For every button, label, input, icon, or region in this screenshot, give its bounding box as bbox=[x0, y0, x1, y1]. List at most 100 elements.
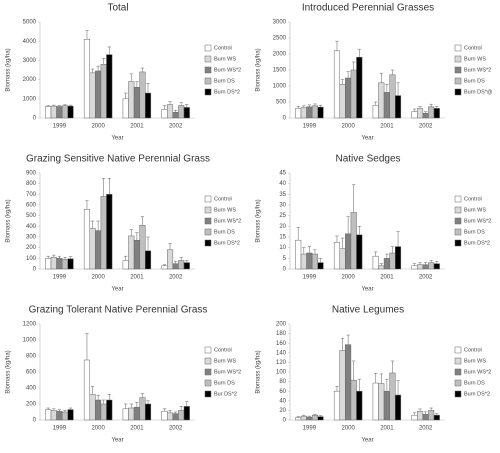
y-tick-label: 1000 bbox=[23, 96, 37, 102]
x-tick-label: 1999 bbox=[53, 426, 67, 432]
bar bbox=[389, 372, 396, 421]
bar bbox=[345, 344, 352, 421]
legend-label: Burn WS*2 bbox=[214, 218, 241, 224]
y-tick-label: 800 bbox=[26, 181, 37, 187]
legend-label: Burn DS bbox=[464, 380, 485, 386]
chart-panel: Native Sedges 0 5 10 15 20 25 30 35 40 45 Biomass (… bbox=[256, 154, 492, 293]
legend-swatch bbox=[454, 77, 462, 85]
y-tick-label: 5 bbox=[283, 256, 287, 262]
legend-swatch bbox=[204, 44, 212, 52]
chart-panel: Grazing Sensitive Native Perennial Grass… bbox=[6, 154, 242, 293]
bar bbox=[394, 246, 402, 270]
bar bbox=[433, 263, 440, 270]
bar bbox=[356, 56, 363, 119]
x-axis-label: Year bbox=[361, 438, 373, 444]
bar bbox=[167, 104, 174, 119]
y-tick-label: 3000 bbox=[273, 20, 287, 26]
bar bbox=[100, 403, 107, 421]
bar bbox=[422, 264, 429, 270]
legend-swatch bbox=[454, 66, 462, 74]
bar bbox=[295, 239, 302, 270]
chart-title: Introduced Perennial Grasses bbox=[302, 3, 434, 14]
legend-swatch bbox=[204, 77, 212, 85]
legend-label: Burn WS*2 bbox=[214, 369, 241, 375]
bar bbox=[311, 414, 318, 421]
y-tick-label: 20 bbox=[279, 408, 286, 414]
chart-panel: Grazing Tolerant Native Perennial Grass 0… bbox=[6, 305, 242, 444]
y-tick-label: 600 bbox=[26, 370, 37, 376]
bar bbox=[133, 239, 140, 270]
bar bbox=[178, 410, 185, 421]
bar bbox=[417, 411, 424, 421]
y-axis-label: Biomass (kg/ha) bbox=[256, 48, 262, 91]
legend-label: Burn WS*2 bbox=[464, 369, 491, 375]
y-tick-label: 25 bbox=[279, 213, 286, 219]
x-axis-label: Year bbox=[111, 287, 123, 293]
legend-swatch bbox=[204, 368, 212, 376]
bar bbox=[333, 50, 341, 119]
y-tick-label: 30 bbox=[279, 203, 286, 209]
bar bbox=[161, 109, 168, 119]
legend-label: Control bbox=[464, 347, 482, 353]
bar bbox=[394, 394, 402, 421]
x-tick-label: 2000 bbox=[91, 426, 105, 432]
chart-title: Grazing Tolerant Native Perennial Grass bbox=[29, 305, 208, 316]
bar bbox=[350, 379, 357, 421]
bar bbox=[67, 105, 74, 119]
legend-swatch bbox=[204, 206, 212, 214]
legend-label: Control bbox=[464, 196, 482, 202]
legend-swatch bbox=[454, 368, 462, 376]
bar bbox=[183, 262, 190, 270]
legend-swatch bbox=[454, 88, 462, 96]
bar bbox=[89, 228, 96, 270]
bar bbox=[394, 95, 402, 119]
bar bbox=[161, 410, 168, 421]
bar bbox=[428, 410, 435, 421]
bar bbox=[356, 234, 363, 270]
legend-swatch bbox=[204, 55, 212, 63]
bar bbox=[183, 406, 190, 421]
y-tick-label: 80 bbox=[279, 379, 286, 385]
bar bbox=[317, 416, 324, 421]
y-tick-label: 2000 bbox=[23, 77, 37, 83]
bar bbox=[300, 107, 307, 119]
y-tick-label: 35 bbox=[279, 192, 286, 198]
legend-swatch bbox=[204, 346, 212, 354]
y-tick-label: 100 bbox=[276, 370, 287, 376]
legend-swatch bbox=[204, 357, 212, 365]
bar bbox=[50, 105, 57, 119]
x-tick-label: 2001 bbox=[380, 275, 394, 281]
x-tick-label: 1999 bbox=[303, 426, 317, 432]
bar bbox=[417, 264, 424, 270]
y-tick-label: 100 bbox=[26, 256, 37, 262]
x-axis-label: Year bbox=[111, 438, 123, 444]
legend-swatch bbox=[454, 239, 462, 247]
chart-title: Native Legumes bbox=[332, 305, 404, 316]
bar bbox=[295, 417, 302, 421]
bar bbox=[306, 106, 313, 119]
bar bbox=[350, 212, 357, 270]
y-tick-label: 0 bbox=[33, 267, 37, 273]
bar bbox=[378, 265, 385, 270]
bar bbox=[133, 406, 140, 421]
bar bbox=[83, 359, 91, 421]
bar bbox=[122, 98, 129, 119]
y-tick-label: 0 bbox=[283, 116, 287, 122]
x-tick-label: 2001 bbox=[380, 426, 394, 432]
y-tick-label: 160 bbox=[276, 341, 287, 347]
y-tick-label: 2500 bbox=[273, 36, 287, 42]
x-axis-label: Year bbox=[111, 136, 123, 142]
y-tick-label: 5000 bbox=[23, 20, 37, 26]
bar bbox=[106, 54, 113, 119]
bar bbox=[350, 69, 357, 119]
bar bbox=[433, 108, 440, 119]
x-tick-label: 2001 bbox=[130, 426, 144, 432]
bar bbox=[161, 265, 168, 270]
bar bbox=[50, 410, 57, 421]
bar bbox=[139, 397, 146, 421]
y-tick-label: 1000 bbox=[23, 338, 37, 344]
bar bbox=[178, 105, 185, 119]
legend-swatch bbox=[454, 217, 462, 225]
legend-label: Burn DS*2 bbox=[464, 391, 490, 397]
bar bbox=[339, 248, 346, 270]
